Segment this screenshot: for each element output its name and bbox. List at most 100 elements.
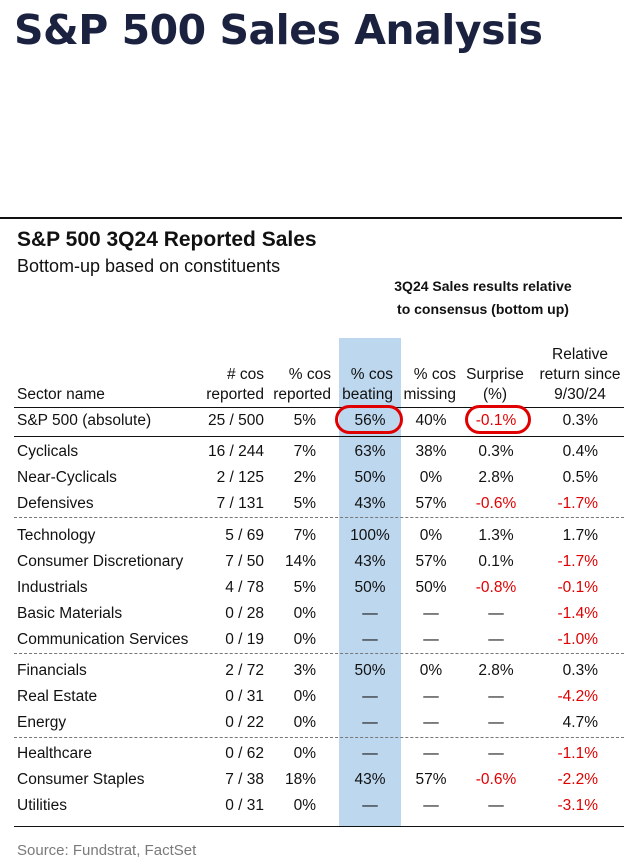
- cell-relative-return: 0.4%: [562, 443, 598, 460]
- cell-sector: Real Estate: [17, 688, 98, 705]
- cell-reported-count: 0 / 19: [225, 631, 264, 648]
- cell-surprise: -0.6%: [475, 495, 517, 512]
- header-reported-pct: % cos reported: [262, 365, 331, 405]
- top-rule: [0, 217, 622, 219]
- cell-sector: Consumer Discretionary: [17, 553, 184, 570]
- cell-sector: Cyclicals: [17, 443, 79, 460]
- cell-beating: —: [362, 688, 378, 705]
- cell-reported-count: 25 / 500: [207, 412, 264, 429]
- header-rule: [14, 407, 624, 408]
- cell-surprise: —: [488, 605, 504, 622]
- cell-surprise: —: [488, 714, 504, 731]
- cell-reported-count: 2 / 72: [225, 662, 264, 679]
- cell-beating: —: [362, 797, 378, 814]
- cell-reported-pct: 14%: [284, 553, 316, 570]
- cell-sector: Industrials: [17, 579, 88, 596]
- header-sector: Sector name: [17, 386, 105, 403]
- cell-reported-count: 0 / 31: [225, 797, 264, 814]
- header-line: missing: [403, 386, 456, 403]
- cell-surprise: —: [488, 631, 504, 648]
- table-title: S&P 500 3Q24 Reported Sales: [17, 228, 317, 251]
- cell-reported-count: 0 / 22: [225, 714, 264, 731]
- cell-relative-return: -1.7%: [557, 495, 599, 512]
- cell-relative-return: -2.2%: [557, 771, 599, 788]
- cell-sector: Energy: [17, 714, 67, 731]
- cell-missing: —: [423, 688, 439, 705]
- cell-missing: —: [423, 745, 439, 762]
- cell-relative-return: -1.4%: [557, 605, 599, 622]
- cell-beating: 50%: [354, 662, 386, 679]
- cell-reported-pct: 5%: [293, 495, 316, 512]
- source-note: Source: Fundstrat, FactSet: [17, 842, 197, 859]
- cell-beating: —: [362, 745, 378, 762]
- cell-relative-return: 0.3%: [562, 412, 598, 429]
- cell-relative-return: -3.1%: [557, 797, 599, 814]
- cell-beating: —: [362, 631, 378, 648]
- header-missing: % cos missing: [398, 365, 456, 405]
- cell-surprise: 0.3%: [478, 443, 514, 460]
- cell-surprise: -0.8%: [475, 579, 517, 596]
- cell-reported-pct: 0%: [293, 631, 316, 648]
- cell-reported-pct: 0%: [293, 797, 316, 814]
- cell-surprise: 1.3%: [478, 527, 514, 544]
- cell-missing: 57%: [415, 553, 447, 570]
- cell-relative-return: -1.1%: [557, 745, 599, 762]
- cell-beating: 43%: [354, 553, 386, 570]
- cell-sector: Communication Services: [17, 631, 189, 648]
- cell-sector: Defensives: [17, 495, 94, 512]
- section-divider: [14, 653, 624, 654]
- cell-missing: 0%: [419, 527, 443, 544]
- cell-relative-return: -0.1%: [557, 579, 599, 596]
- cell-reported-count: 7 / 131: [216, 495, 264, 512]
- cell-missing: 0%: [419, 662, 443, 679]
- header-reported-count: # cos reported: [180, 365, 264, 405]
- beating-highlight-circle: [335, 405, 403, 434]
- header-line: % cos: [288, 366, 331, 383]
- header-line: reported: [273, 386, 331, 403]
- cell-missing: 50%: [415, 579, 447, 596]
- cell-surprise: 2.8%: [478, 662, 514, 679]
- section-divider: [14, 517, 624, 518]
- cell-reported-pct: 2%: [293, 469, 316, 486]
- cell-sector: Consumer Staples: [17, 771, 145, 788]
- cell-missing: —: [423, 631, 439, 648]
- header-line: 9/30/24: [554, 386, 606, 403]
- header-line: % cos: [413, 366, 456, 383]
- cell-beating: 56%: [354, 412, 386, 429]
- cell-relative-return: 1.7%: [562, 527, 598, 544]
- cell-reported-pct: 7%: [293, 527, 316, 544]
- cell-missing: 57%: [415, 771, 447, 788]
- header-line: (%): [482, 386, 508, 403]
- cell-beating: 50%: [354, 469, 386, 486]
- cell-surprise: —: [488, 688, 504, 705]
- cell-reported-count: 0 / 62: [225, 745, 264, 762]
- cell-missing: 57%: [415, 495, 447, 512]
- surprise-highlight-circle: [465, 405, 531, 434]
- group-header-line-2: to consensus (bottom up): [397, 301, 569, 317]
- cell-reported-pct: 0%: [293, 688, 316, 705]
- cell-relative-return: -4.2%: [557, 688, 599, 705]
- header-beating: % cos beating: [336, 365, 393, 405]
- section-divider: [14, 737, 624, 738]
- header-line: reported: [206, 386, 264, 403]
- cell-relative-return: 4.7%: [562, 714, 598, 731]
- header-line: Surprise: [466, 366, 524, 383]
- cell-missing: —: [423, 605, 439, 622]
- cell-sector: Utilities: [17, 797, 67, 814]
- cell-beating: 43%: [354, 495, 386, 512]
- cell-beating: —: [362, 605, 378, 622]
- cell-missing: —: [423, 797, 439, 814]
- cell-surprise: -0.6%: [475, 771, 517, 788]
- cell-sector: S&P 500 (absolute): [17, 412, 152, 429]
- cell-reported-count: 4 / 78: [225, 579, 264, 596]
- cell-surprise: —: [488, 797, 504, 814]
- cell-surprise: 2.8%: [478, 469, 514, 486]
- header-line: # cos: [226, 366, 264, 383]
- cell-relative-return: -1.7%: [557, 553, 599, 570]
- cell-reported-count: 0 / 31: [225, 688, 264, 705]
- cell-relative-return: 0.3%: [562, 662, 598, 679]
- cell-sector: Financials: [17, 662, 87, 679]
- header-line: Relative: [552, 346, 608, 363]
- group-header-line-1: 3Q24 Sales results relative: [394, 278, 572, 294]
- cell-surprise: 0.1%: [478, 553, 514, 570]
